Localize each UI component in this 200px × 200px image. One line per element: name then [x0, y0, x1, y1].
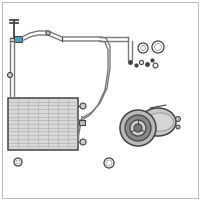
Circle shape	[80, 103, 86, 109]
Circle shape	[80, 139, 86, 145]
Circle shape	[130, 120, 146, 136]
Circle shape	[120, 110, 156, 146]
Bar	[8, 98, 78, 150]
Circle shape	[176, 125, 180, 129]
Bar	[79, 120, 85, 125]
Circle shape	[134, 124, 142, 132]
Ellipse shape	[146, 113, 174, 131]
Circle shape	[176, 116, 180, 121]
Circle shape	[125, 115, 151, 141]
Circle shape	[8, 72, 12, 77]
Circle shape	[46, 31, 50, 35]
Ellipse shape	[140, 108, 176, 136]
Bar	[14, 36, 22, 42]
